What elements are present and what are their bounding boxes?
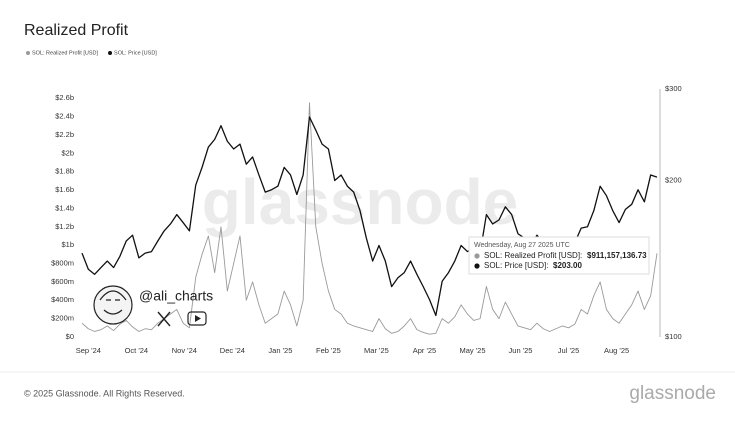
- y-tick-label: $1.2b: [55, 222, 74, 231]
- legend-label: SOL: Price [USD]: [114, 50, 157, 56]
- video-play: [195, 315, 201, 322]
- handle: @ali_charts: [139, 288, 213, 304]
- x-tick-label: May '25: [459, 346, 485, 355]
- logo: glassnode: [629, 383, 716, 404]
- tooltip-date: Wednesday, Aug 27 2025 UTC: [474, 242, 570, 249]
- x-tick-label: Oct '24: [125, 346, 149, 355]
- avatar-face: [99, 290, 127, 315]
- tooltip-label: SOL: Realized Profit [USD]:: [484, 251, 582, 260]
- tooltip-dot: [474, 263, 480, 269]
- y-tick-label: $1.4b: [55, 203, 74, 212]
- tooltip-value: $203.00: [553, 261, 582, 270]
- chart-title: Realized Profit: [24, 22, 129, 39]
- x-tick-label: Nov '24: [172, 346, 197, 355]
- y-tick-label: $2.6b: [55, 93, 74, 102]
- legend-label: SOL: Realized Profit [USD]: [32, 50, 98, 56]
- x-icon: [157, 311, 171, 327]
- y2-tick-label: $300: [665, 84, 682, 93]
- avatar: [93, 285, 133, 325]
- y-tick-label: $600m: [51, 277, 74, 286]
- series-line: [81, 102, 658, 335]
- y-tick-label: $200m: [51, 314, 74, 323]
- x-tick-label: Aug '25: [604, 346, 629, 355]
- y-tick-label: $1b: [61, 240, 74, 249]
- y2-tick-label: $100: [665, 332, 682, 341]
- tooltip-value: $911,157,136.73: [587, 251, 647, 260]
- tooltip-dot: [474, 253, 480, 259]
- handle-badge: @ali_charts: [93, 285, 213, 327]
- y-tick-label: $2b: [61, 148, 74, 157]
- y2-tick-label: $200: [665, 176, 682, 185]
- copyright: © 2025 Glassnode. All Rights Reserved.: [24, 388, 185, 398]
- tooltip-label: SOL: Price [USD]:: [484, 261, 548, 270]
- y-tick-label: $2.4b: [55, 112, 74, 121]
- video-icon: [187, 311, 207, 326]
- watermark: glassnode: [202, 166, 519, 238]
- x-tick-label: Jan '25: [268, 346, 292, 355]
- y-tick-label: $0: [66, 332, 74, 341]
- x-tick-label: Jun '25: [509, 346, 533, 355]
- x-tick-label: Sep '24: [76, 346, 101, 355]
- y-tick-label: $800m: [51, 259, 74, 268]
- y-tick-label: $2.2b: [55, 130, 74, 139]
- x-tick-label: Feb '25: [316, 346, 341, 355]
- x-tick-label: Dec '24: [220, 346, 245, 355]
- y-tick-label: $400m: [51, 295, 74, 304]
- legend-dot: [108, 51, 113, 55]
- tooltip-box: [468, 236, 650, 275]
- x-tick-label: Jul '25: [558, 346, 579, 355]
- x-tick-label: Mar '25: [364, 346, 389, 355]
- y-tick-label: $1.6b: [55, 185, 74, 194]
- x-tick-label: Apr '25: [413, 346, 437, 355]
- y-tick-label: $1.8b: [55, 167, 74, 176]
- tooltip: Wednesday, Aug 27 2025 UTC SOL: Realized…: [468, 236, 650, 275]
- legend-dot: [26, 51, 30, 55]
